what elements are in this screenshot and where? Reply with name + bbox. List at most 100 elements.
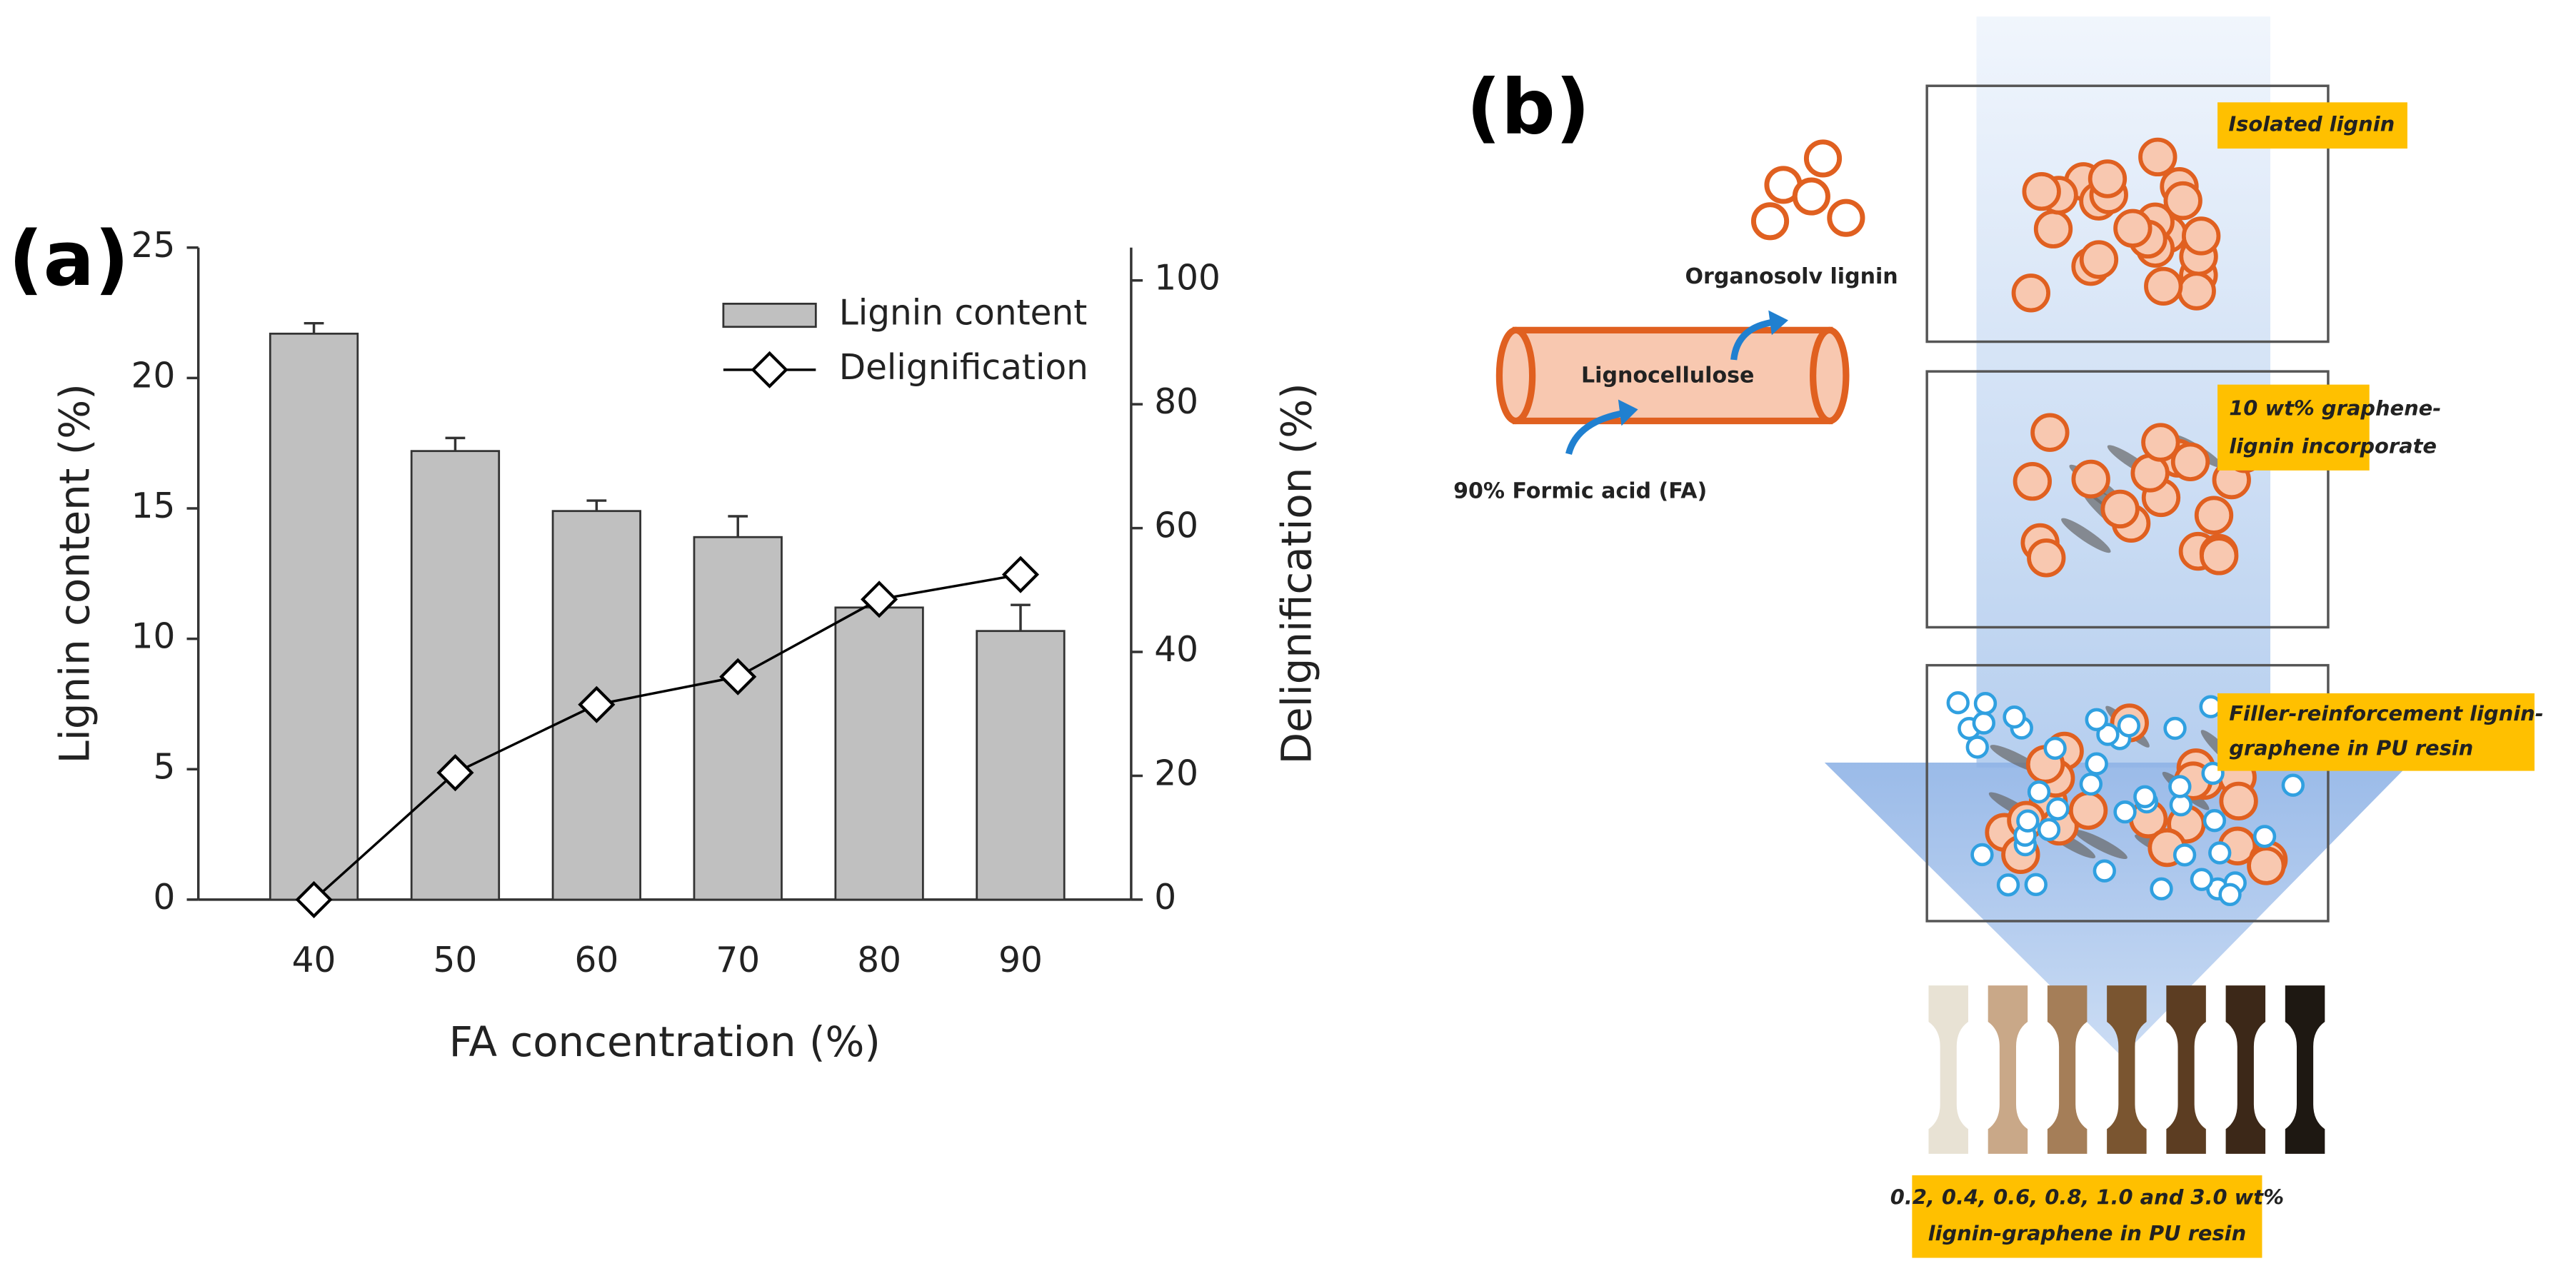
particle — [2181, 216, 2221, 256]
tube-end — [1495, 326, 1536, 425]
particle — [2150, 877, 2173, 901]
particle — [2138, 137, 2177, 177]
box — [1925, 370, 2330, 629]
legend-label: Lignin content — [839, 293, 1088, 333]
box — [1925, 663, 2330, 923]
particle — [2024, 873, 2048, 897]
particle — [2117, 714, 2141, 738]
label: Isolated lignin — [2228, 112, 2395, 136]
specimen — [2107, 985, 2147, 1154]
particle — [2085, 752, 2108, 775]
particle — [2190, 868, 2214, 891]
specimen — [1988, 985, 2028, 1154]
y2-tick-label: 100 — [1154, 258, 1221, 298]
particle — [1972, 711, 1995, 735]
y2-tick-label: 60 — [1154, 506, 1198, 546]
particle — [2071, 459, 2110, 499]
marker — [1001, 556, 1040, 593]
particle — [1946, 691, 1970, 715]
specimens — [1928, 985, 2325, 1154]
particle — [2281, 773, 2305, 797]
label: graphene in PU resin — [2229, 736, 2473, 760]
particle — [2163, 716, 2187, 740]
label-box — [2217, 693, 2535, 771]
y2-tick-label: 40 — [1154, 630, 1198, 670]
marker — [719, 658, 757, 695]
particle — [2096, 723, 2120, 746]
y-tick-label: 5 — [153, 747, 175, 787]
bar — [269, 332, 359, 901]
lignin-cluster — [1750, 139, 1865, 241]
marker — [578, 685, 616, 723]
label-box — [2217, 384, 2370, 471]
particle — [2046, 797, 2070, 820]
panel-label: (a) — [9, 215, 129, 303]
specimen — [2047, 985, 2088, 1154]
y2-tick-label: 0 — [1154, 878, 1176, 918]
label: 10 wt% graphene- — [2229, 396, 2441, 420]
legend-swatch — [751, 351, 788, 388]
marker — [436, 754, 474, 792]
particle — [2037, 818, 2061, 842]
particle — [2027, 780, 2051, 804]
y2-tick-label: 80 — [1154, 382, 1198, 422]
line — [313, 573, 1021, 901]
x-tick-label: 50 — [433, 940, 478, 980]
specimen — [2225, 985, 2266, 1154]
arrow — [1618, 399, 1638, 426]
diagram: Isolated lignin 10 wt% graphene- lignin … — [1453, 16, 2544, 1258]
particle — [2003, 705, 2026, 729]
marker — [861, 581, 898, 618]
particle — [2202, 809, 2227, 833]
specimen — [1928, 985, 1968, 1154]
particle — [2200, 536, 2239, 576]
particle — [2079, 240, 2119, 279]
particle — [2133, 785, 2157, 809]
graphene-sheet — [2061, 518, 2111, 553]
particle — [2043, 736, 2067, 760]
particle — [2218, 883, 2242, 906]
y-tick-label: 15 — [131, 486, 176, 526]
y2-axis-label: Delignification (%) — [1272, 383, 1320, 764]
tube-label: Lignocellulose — [1581, 363, 1754, 388]
particle — [1996, 873, 2020, 897]
particle — [2113, 800, 2137, 824]
y2-tick-label: 20 — [1154, 753, 1198, 793]
label: Filler-reinforcement lignin- — [2229, 701, 2543, 725]
particle — [2093, 859, 2116, 883]
chart: 0 5 10 15 20 25 0 20 40 60 80 100 40 50 60 70 80 90 FA con… — [51, 226, 1321, 1066]
particle — [2247, 846, 2286, 885]
particle — [2172, 843, 2197, 867]
graphene-sheet — [2074, 830, 2128, 860]
particle — [2027, 538, 2066, 578]
arrow — [1768, 310, 1788, 336]
x-tick-label: 60 — [574, 940, 618, 980]
particle — [2219, 781, 2258, 821]
label: 0.2, 0.4, 0.6, 0.8, 1.0 and 3.0 wt% — [1890, 1185, 2284, 1209]
particle — [2170, 442, 2210, 481]
label: lignin-graphene in PU resin — [1928, 1221, 2247, 1245]
bar — [410, 450, 501, 901]
particle — [2085, 708, 2108, 732]
particle — [2194, 496, 2234, 535]
particle — [2088, 159, 2128, 199]
particle — [2079, 772, 2103, 796]
particle — [2177, 271, 2216, 311]
particle — [2144, 266, 2183, 306]
particle — [1965, 735, 1989, 759]
particle — [2013, 461, 2053, 501]
legend-label: Delignification — [839, 348, 1088, 388]
bar — [834, 606, 924, 901]
particle — [2163, 181, 2202, 221]
x-axis-label: FA concentration (%) — [449, 1018, 881, 1066]
particle — [2113, 209, 2152, 248]
particle — [2141, 423, 2180, 462]
label-box — [2217, 102, 2407, 149]
bar — [976, 630, 1066, 901]
particle — [2033, 209, 2073, 248]
label: 90% Formic acid (FA) — [1453, 478, 1707, 503]
particle — [2011, 273, 2050, 313]
particle — [2100, 489, 2140, 529]
x-tick-label: 40 — [292, 940, 336, 980]
particle — [1970, 843, 1994, 867]
